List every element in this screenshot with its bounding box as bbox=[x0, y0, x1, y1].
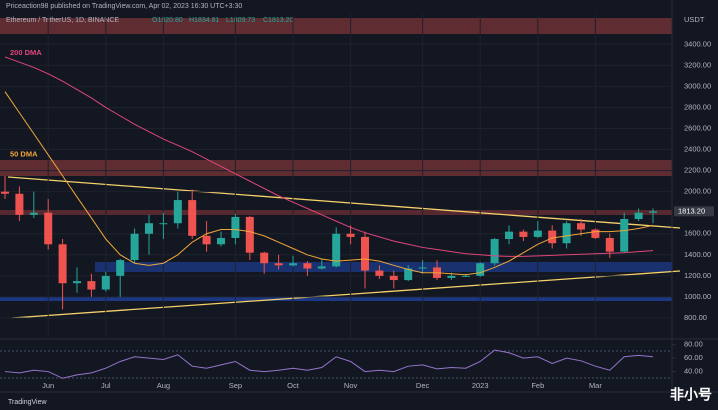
y-tick-label: 2200.00 bbox=[684, 166, 711, 175]
moving-average bbox=[4, 56, 654, 257]
last-price-label: 1813.20 bbox=[678, 206, 705, 215]
candle-body bbox=[548, 230, 557, 244]
y-tick-label: 1000.00 bbox=[684, 292, 711, 301]
candle-body bbox=[649, 211, 657, 213]
candle-body bbox=[591, 229, 600, 238]
ohlc-value: L1809.73 bbox=[226, 17, 255, 24]
support-zone bbox=[0, 297, 672, 301]
candle-body bbox=[87, 281, 96, 290]
x-tick-label: Feb bbox=[531, 381, 544, 390]
x-tick-label: Nov bbox=[344, 381, 358, 390]
y-tick-label: 1200.00 bbox=[684, 271, 711, 280]
legend-label: 200 DMA bbox=[10, 48, 42, 57]
y-tick-label: 3400.00 bbox=[684, 39, 711, 48]
candle-body bbox=[505, 231, 513, 240]
candle-body bbox=[159, 223, 168, 225]
y-tick-label: 1400.00 bbox=[684, 250, 711, 259]
x-tick-label: Aug bbox=[157, 381, 170, 390]
candle-body bbox=[533, 230, 542, 237]
y-tick-label: 2400.00 bbox=[684, 145, 711, 154]
candle-body bbox=[519, 231, 528, 237]
candle-body bbox=[404, 268, 413, 281]
candle-body bbox=[620, 219, 629, 252]
resistance-zone bbox=[0, 18, 672, 34]
resistance-zone bbox=[0, 210, 672, 215]
legend-label: 50 DMA bbox=[10, 150, 38, 159]
y-tick-label: 40.00 bbox=[684, 367, 703, 376]
y-tick-label: 60.00 bbox=[684, 353, 703, 362]
candle-body bbox=[173, 200, 182, 224]
candle-body bbox=[130, 233, 139, 261]
candle-body bbox=[605, 237, 614, 252]
candle-body bbox=[73, 281, 81, 284]
candle-body bbox=[461, 275, 470, 277]
y-tick-label: 2800.00 bbox=[684, 102, 711, 111]
candle-body bbox=[1, 191, 9, 194]
candle-body bbox=[375, 270, 384, 276]
logo: TradingView bbox=[8, 399, 47, 406]
x-tick-label: Dec bbox=[416, 381, 430, 390]
x-tick-label: Jun bbox=[42, 381, 54, 390]
candle-body bbox=[361, 236, 369, 271]
candle-body bbox=[577, 223, 585, 230]
candle-body bbox=[188, 200, 197, 236]
candle-body bbox=[317, 266, 326, 269]
y-tick-label: 80.00 bbox=[684, 340, 703, 349]
y-tick-label: 2000.00 bbox=[684, 187, 711, 196]
subtitle: Priceaction98 published on TradingView.c… bbox=[6, 3, 242, 10]
y-tick-label: 3000.00 bbox=[684, 81, 711, 90]
candle-body bbox=[490, 239, 499, 264]
ohlc-value: O1820.80 bbox=[152, 17, 183, 24]
moving-average bbox=[4, 91, 654, 276]
candle-body bbox=[217, 237, 225, 245]
candle-body bbox=[634, 212, 643, 220]
x-tick-label: Sep bbox=[229, 381, 242, 390]
candle-body bbox=[260, 252, 269, 264]
candle-body bbox=[346, 233, 355, 237]
x-tick-label: Oct bbox=[287, 381, 300, 390]
candle-body bbox=[202, 235, 211, 245]
candle-body bbox=[447, 275, 456, 278]
y-tick-label: 1600.00 bbox=[684, 229, 711, 238]
resistance-zone bbox=[0, 160, 672, 176]
y-axis-label: USDT bbox=[684, 15, 705, 24]
x-tick-label: Mar bbox=[589, 381, 602, 390]
candle-body bbox=[274, 263, 283, 266]
candle-body bbox=[29, 212, 38, 215]
candle-body bbox=[145, 223, 153, 234]
candle-body bbox=[15, 193, 24, 215]
candle-body bbox=[332, 233, 341, 267]
candle-body bbox=[562, 223, 571, 244]
candle-body bbox=[58, 244, 67, 284]
candle-body bbox=[476, 263, 485, 276]
candle-body bbox=[245, 216, 254, 253]
candle-body bbox=[289, 263, 297, 266]
last-price-tag bbox=[674, 206, 714, 217]
candle-body bbox=[418, 267, 427, 269]
trendline bbox=[11, 270, 681, 319]
support-zone bbox=[95, 262, 672, 272]
candle-body bbox=[231, 216, 240, 238]
y-tick-label: 2600.00 bbox=[684, 123, 711, 132]
x-tick-label: Jul bbox=[101, 381, 111, 390]
candle-body bbox=[303, 263, 312, 269]
watermark: 非小号 bbox=[670, 387, 712, 403]
rsi-line bbox=[4, 349, 654, 379]
ohlc-value: H1834.81 bbox=[189, 17, 219, 24]
ohlc-value: C1813.20 bbox=[263, 17, 293, 24]
trendline bbox=[7, 176, 681, 229]
x-tick-label: 2023 bbox=[472, 381, 489, 390]
candle-body bbox=[389, 275, 398, 281]
y-tick-label: 800.00 bbox=[684, 313, 707, 322]
candle-body bbox=[44, 212, 53, 245]
candle-body bbox=[101, 275, 110, 290]
chart-title: Ethereum / TetherUS, 1D, BINANCE bbox=[6, 17, 119, 24]
y-tick-label: 3200.00 bbox=[684, 60, 711, 69]
candle-body bbox=[116, 260, 125, 276]
